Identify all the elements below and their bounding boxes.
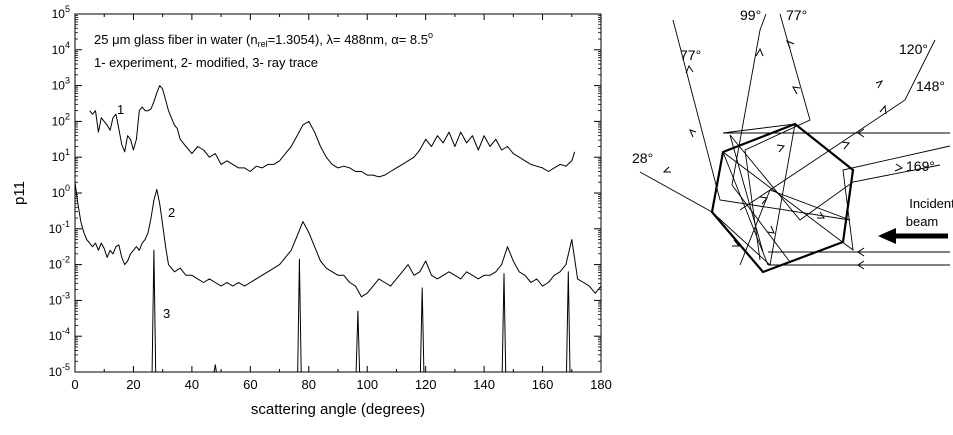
legend-mid2: =1.3054), <box>268 32 327 47</box>
arrowhead-16 <box>766 225 775 234</box>
y-tick-label: 100 <box>52 183 70 200</box>
angle-label-169: 169° <box>906 158 935 174</box>
series-lines <box>74 85 602 373</box>
x-tick-label: 60 <box>243 377 257 392</box>
angle-label-99: 99° <box>740 7 761 23</box>
arrowhead-3 <box>857 260 865 270</box>
legend-mid3: = 488nm, <box>333 32 391 47</box>
arrowhead-4 <box>685 64 694 74</box>
ray-diagram: 77° 99° 77° 120° 148° 28° 169° Incident … <box>632 7 953 274</box>
arrowhead-9 <box>879 104 887 115</box>
ray-path-28 <box>639 123 796 266</box>
x-tick-label: 120 <box>415 377 437 392</box>
angle-label-28: 28° <box>632 150 653 166</box>
x-tick-label: 100 <box>356 377 378 392</box>
legend-mid: m glass fiber in water (n <box>120 32 258 47</box>
y-tick-label: 102 <box>52 111 70 128</box>
y-tick-label: 103 <box>52 76 70 93</box>
series-line-2 <box>74 182 602 298</box>
arrowhead-14 <box>759 196 768 205</box>
arrowhead-12 <box>841 141 850 150</box>
legend-degree: o <box>428 30 433 40</box>
incident-label-line2: beam <box>906 214 939 229</box>
x-axis-label: scattering angle (degrees) <box>251 401 425 418</box>
ray-path-169 <box>729 134 941 253</box>
x-tick-label: 180 <box>590 377 612 392</box>
series-line-3 <box>75 249 601 373</box>
arrowhead-8 <box>792 86 801 95</box>
arrowhead-6 <box>755 47 764 57</box>
arrowhead-10 <box>875 80 884 89</box>
x-tick-label: 0 <box>71 377 78 392</box>
arrowhead-11 <box>894 163 904 172</box>
x-tick-label: 40 <box>185 377 199 392</box>
series-line-1 <box>89 85 576 178</box>
ray-path-77-right <box>744 13 811 261</box>
legend-subscript: rel <box>258 39 268 49</box>
incident-arrow-head <box>878 228 896 244</box>
arrowhead-1 <box>857 128 865 138</box>
mu-symbol: μ <box>112 32 120 47</box>
x-tick-label: 160 <box>532 377 554 392</box>
y-tick-label: 10-2 <box>49 255 70 272</box>
angle-label-148: 148° <box>916 78 945 94</box>
x-tick-label: 140 <box>473 377 495 392</box>
y-tick-label: 10-4 <box>49 326 70 343</box>
x-tick-label: 80 <box>302 377 316 392</box>
angle-label-120: 120° <box>899 41 928 57</box>
y-axis-label: p11 <box>11 181 28 205</box>
series-label-3: 3 <box>163 306 170 321</box>
alpha-symbol: α <box>391 32 399 47</box>
y-tick-label: 10-5 <box>49 362 70 379</box>
y-tick-label: 105 <box>52 4 70 21</box>
legend-line-1: 25 μm glass fiber in water (nrel=1.3054)… <box>94 30 433 49</box>
y-tick-label: 104 <box>52 40 70 57</box>
arrowhead-5 <box>689 129 697 138</box>
ray-path-120 <box>739 39 936 211</box>
angle-label-77-right: 77° <box>786 7 807 23</box>
y-axis-ticks: 10-5 10-4 10-3 10-2 10-1 100 101 102 103 104 105 <box>49 4 601 379</box>
arrowheads <box>662 40 904 270</box>
arrowhead-18 <box>662 166 671 173</box>
arrowhead-15 <box>817 211 825 219</box>
x-axis-ticks: 0 20 40 60 80 100 120 140 160 180 <box>71 14 612 392</box>
series-label-1: 1 <box>117 102 124 117</box>
y-tick-label: 10-3 <box>49 290 70 307</box>
legend-prefix: 25 <box>94 32 112 47</box>
arrowhead-7 <box>786 40 795 49</box>
ray-path-77-left <box>672 19 851 266</box>
arrowhead-2 <box>857 247 865 257</box>
ray-path-148 <box>721 145 951 266</box>
x-tick-label: 20 <box>126 377 140 392</box>
rays <box>639 13 951 266</box>
y-tick-label: 10-1 <box>49 219 70 236</box>
series-label-2: 2 <box>168 205 175 220</box>
y-tick-label: 101 <box>52 147 70 164</box>
incident-label-line1: Incident <box>909 196 953 211</box>
ray-path-99 <box>731 13 791 263</box>
arrowhead-17 <box>732 239 741 247</box>
legend-end: = 8.5 <box>399 32 428 47</box>
chart: 0 20 40 60 80 100 120 140 160 180 10-510-410-310-… <box>11 4 612 418</box>
angle-label-77-left: 77° <box>680 47 701 63</box>
legend-line-2: 1- experiment, 2- modified, 3- ray trace <box>94 55 318 70</box>
lambda-symbol: λ <box>327 32 334 47</box>
arrowhead-13 <box>776 144 785 153</box>
